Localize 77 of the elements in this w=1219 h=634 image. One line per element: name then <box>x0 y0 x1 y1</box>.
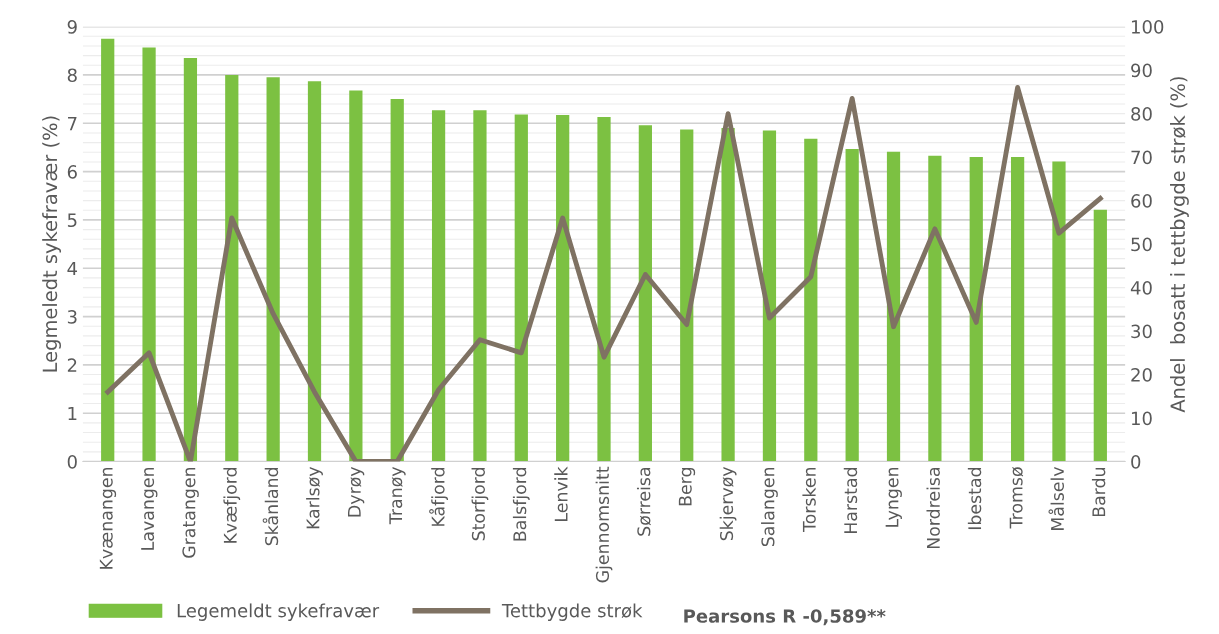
y2-axis-title: Andel bosatt i tettbygde strøk (%) <box>1170 77 1189 413</box>
bar <box>556 115 570 462</box>
y-tick-label: 7 <box>68 116 77 131</box>
y2-tick-label: 100 <box>1131 20 1164 34</box>
x-tick-label: Kvænangen <box>99 467 117 569</box>
x-tick-label: Sørreisa <box>636 467 651 536</box>
line-series <box>105 85 1103 462</box>
bar <box>1010 157 1025 462</box>
y-tick-label: 2 <box>67 358 77 372</box>
y-tick-label: 3 <box>67 310 77 324</box>
bar <box>307 81 322 462</box>
bar <box>721 128 735 462</box>
x-tick-label: Salangen <box>761 467 778 547</box>
y2-tick-label: 60 <box>1131 194 1152 208</box>
x-tick-label: Målselv <box>1048 466 1064 530</box>
bar <box>390 99 404 462</box>
y2-tick-label: 90 <box>1131 63 1152 78</box>
y-tick-label: 0 <box>67 455 77 469</box>
bar <box>266 77 280 462</box>
bar <box>597 117 611 462</box>
x-tick-label: Dyrøy <box>347 466 365 517</box>
bar <box>225 74 239 462</box>
bar <box>473 110 487 462</box>
y-tick-label: 9 <box>67 20 77 34</box>
bar <box>349 90 363 462</box>
bar <box>638 125 652 462</box>
x-tick-label: Skjervøy <box>719 466 737 541</box>
y-tick-label: 8 <box>67 68 77 83</box>
y2-tick-label: 20 <box>1131 368 1152 382</box>
x-tick-label: Tromsø <box>1009 467 1024 529</box>
y2-tick-label: 50 <box>1131 237 1152 252</box>
y-tick-label: 5 <box>67 213 77 228</box>
y2-tick-label: 40 <box>1130 281 1152 295</box>
y2-tick-label: 70 <box>1131 150 1152 165</box>
bar <box>928 155 942 462</box>
x-tick-label: Ibestad <box>967 467 982 530</box>
y-tick-label: 6 <box>67 165 77 179</box>
x-tick-label: Gratangen <box>182 467 199 558</box>
x-tick-label: Tranøy <box>389 466 406 525</box>
bar <box>431 110 446 462</box>
bar <box>762 130 777 462</box>
x-tick-label: Kåfjord <box>429 467 449 526</box>
legend-label: Tettbygde strøk <box>501 603 643 621</box>
y2-tick-label: 10 <box>1131 411 1152 426</box>
bar <box>886 151 901 462</box>
x-tick-label: Bardu <box>1091 467 1106 517</box>
x-tick-label: Lyngen <box>885 467 902 527</box>
x-tick-label: Gjennomsnitt <box>595 466 613 583</box>
bar <box>1093 209 1107 462</box>
x-tick-label: Balsfjord <box>512 467 530 541</box>
bar <box>183 58 198 462</box>
y2-tick-label: 0 <box>1131 455 1141 469</box>
x-tick-label: Storfjord <box>471 467 489 541</box>
text: Pearsons R -0,589** <box>684 609 886 626</box>
bar <box>1052 161 1066 462</box>
bar <box>969 157 983 462</box>
x-tick-label: Skånland <box>262 467 279 546</box>
legend-label: Legemeldt sykefravær <box>177 603 380 621</box>
bar <box>680 129 694 462</box>
y2-tick-label: 30 <box>1131 324 1152 339</box>
x-tick-label: Nordreisa <box>926 467 940 549</box>
y2-tick-label: 80 <box>1131 107 1152 121</box>
bar <box>514 114 528 462</box>
x-tick-label: Torsken <box>802 467 816 533</box>
x-tick-label: Lavangen <box>141 467 158 550</box>
y-tick-label: 1 <box>68 406 77 421</box>
bar <box>142 47 156 462</box>
bar <box>804 138 818 462</box>
x-tick-label: Lenvik <box>554 466 568 521</box>
y-tick-label: 4 <box>67 261 78 276</box>
bar <box>845 148 859 462</box>
x-tick-label: Harstad <box>843 467 858 534</box>
bar <box>101 38 115 462</box>
x-tick-label: Berg <box>678 467 696 506</box>
y-axis-title: Legmeledt sykefravær (%) <box>42 116 61 372</box>
x-tick-label: Karlsøy <box>306 466 323 529</box>
x-tick-label: Kvæfjord <box>223 467 241 543</box>
